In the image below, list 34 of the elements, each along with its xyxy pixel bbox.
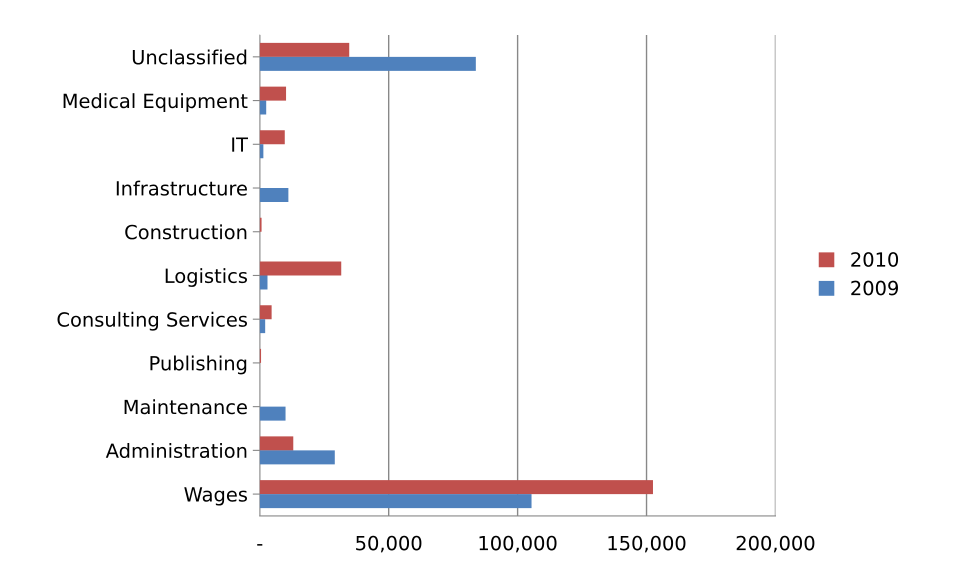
bar (260, 275, 268, 290)
x-tick-label: 100,000 (480, 536, 557, 552)
bar (260, 42, 350, 57)
bar (260, 188, 288, 202)
bar (260, 56, 476, 71)
legend-label: 2009 (851, 280, 898, 296)
y-tick-label: Wages (184, 487, 248, 506)
bar (260, 130, 285, 144)
x-tick-label: 150,000 (608, 536, 686, 552)
y-tick-label: IT (232, 138, 248, 152)
x-tick-label: 50,000 (356, 536, 422, 552)
y-tick-label: Infrastructure (116, 180, 247, 196)
y-tick-label: Publishing (150, 356, 246, 374)
bar (260, 86, 286, 101)
y-tick-label: Consulting Services (58, 312, 248, 331)
bar (260, 406, 286, 421)
y-tick-label: Medical Equipment (64, 93, 248, 112)
x-tick-label: 200,000 (736, 536, 814, 552)
y-tick-label: Maintenance (124, 399, 247, 414)
bar (260, 436, 294, 450)
bar (260, 319, 266, 334)
y-tick-label: Logistics (166, 268, 248, 287)
legend-label: 2010 (851, 252, 898, 267)
bar (260, 480, 653, 494)
bar (260, 100, 266, 115)
bar (260, 494, 532, 508)
bar (260, 450, 335, 464)
y-tick-label: Construction (125, 224, 246, 240)
y-tick-label: Administration (106, 442, 246, 458)
bar (260, 305, 272, 320)
bar (260, 144, 264, 158)
y-tick-label: Unclassified (132, 49, 246, 65)
x-tick-label: - (257, 544, 262, 546)
bar (260, 261, 342, 276)
